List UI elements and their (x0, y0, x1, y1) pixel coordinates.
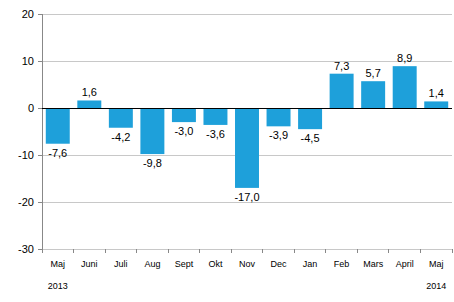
bar (172, 108, 196, 122)
tick-label: 20 (22, 8, 34, 20)
category-label: Aug (144, 259, 160, 269)
bars (46, 66, 448, 188)
x-tick (105, 249, 106, 253)
x-tick (168, 249, 169, 253)
data-label: -3,9 (269, 129, 288, 141)
year-label: 2014 (426, 281, 446, 291)
data-label: 7,3 (334, 60, 349, 72)
bar (267, 108, 291, 126)
category-label: Jan (303, 259, 318, 269)
bar (140, 108, 164, 154)
tick (38, 155, 42, 156)
data-label: 1,4 (429, 87, 444, 99)
data-label: 5,7 (366, 67, 381, 79)
category-label: Mars (363, 259, 383, 269)
zero-line (42, 108, 452, 109)
bar (203, 108, 227, 125)
bar (424, 101, 448, 108)
tick (38, 108, 42, 109)
category-label: Juli (114, 259, 128, 269)
grid-line (42, 108, 452, 109)
tick-label: -20 (18, 196, 34, 208)
data-label: -7,6 (48, 147, 67, 159)
x-tick (42, 249, 43, 253)
category-label: Nov (239, 259, 256, 269)
x-tick (136, 249, 137, 253)
x-tick (452, 249, 453, 253)
category-label: Juni (81, 259, 98, 269)
tick-label: 10 (22, 55, 34, 67)
category-label: Okt (208, 259, 223, 269)
grid-line (42, 249, 452, 250)
category-label: Feb (334, 259, 350, 269)
tick (38, 249, 42, 250)
bar (361, 81, 385, 108)
x-tick (262, 249, 263, 253)
data-label: 8,9 (397, 52, 412, 64)
category-label: Maj (429, 259, 444, 269)
tick (38, 14, 42, 15)
grid-line (42, 61, 452, 62)
data-label: -4,2 (111, 131, 130, 143)
x-tick (357, 249, 358, 253)
bar (393, 66, 417, 108)
data-label: -4,5 (301, 132, 320, 144)
bar (46, 108, 70, 144)
bar (109, 108, 133, 128)
year-label: 2013 (48, 281, 68, 291)
x-tick (420, 249, 421, 253)
bar (298, 108, 322, 129)
tick-label: -10 (18, 149, 34, 161)
tick-label: -30 (18, 243, 34, 255)
category-label: Sept (175, 259, 194, 269)
bar (77, 100, 101, 108)
tick (38, 202, 42, 203)
bar (330, 74, 354, 108)
category-label: April (396, 259, 414, 269)
data-label: -17,0 (234, 191, 259, 203)
y-axis (42, 14, 43, 249)
category-label: Dec (271, 259, 288, 269)
x-tick (199, 249, 200, 253)
tick-label: 0 (28, 102, 34, 114)
data-label: -3,6 (206, 128, 225, 140)
data-label: -3,0 (174, 125, 193, 137)
x-tick (231, 249, 232, 253)
bar (235, 108, 259, 188)
category-label: Maj (51, 259, 66, 269)
x-tick (294, 249, 295, 253)
data-label: -9,8 (143, 157, 162, 169)
x-tick (388, 249, 389, 253)
chart: -30 -20 -10 0 10 20 -7,6 1,6 -4,2 -9,8 -3,0 -3,6 -17… (0, 0, 454, 302)
tick (38, 61, 42, 62)
x-tick (325, 249, 326, 253)
grid-line (42, 14, 452, 15)
x-tick (73, 249, 74, 253)
data-label: 1,6 (82, 86, 97, 98)
